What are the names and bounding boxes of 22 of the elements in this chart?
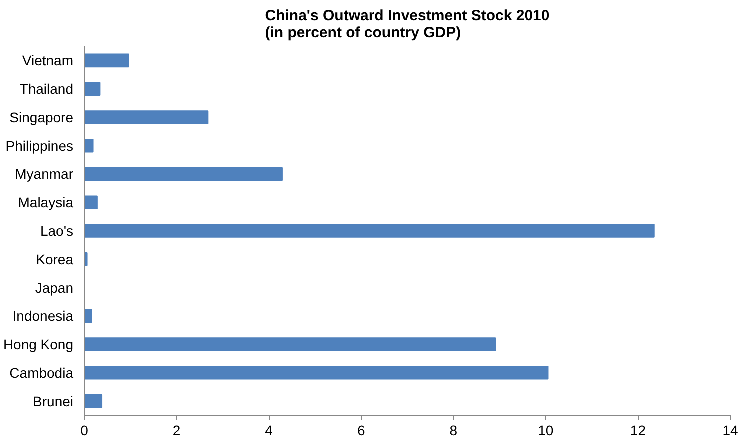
- y-tick-label: Brunei: [33, 393, 74, 410]
- y-tick-label: Singapore: [10, 109, 74, 126]
- y-tick-label: Malaysia: [18, 194, 74, 211]
- y-tick-label: Indonesia: [12, 308, 74, 324]
- y-tick-label: Thailand: [20, 81, 74, 98]
- y-tick-label: Philippines: [6, 138, 74, 154]
- y-tick-label: Vietnam: [22, 52, 74, 69]
- y-tick-label: Japan: [35, 280, 74, 296]
- x-tick-label: 6: [357, 422, 366, 438]
- chart-title: China's Outward Investment Stock 2010 (in percent of country GDP): [265, 8, 550, 42]
- x-tick-label: 4: [265, 422, 274, 438]
- x-tick-label: 2: [172, 422, 181, 438]
- y-tick-label: Myanmar: [15, 166, 74, 182]
- x-tick-label: 8: [450, 422, 458, 438]
- y-tick-label: Cambodia: [10, 364, 74, 381]
- x-tick-label: 0: [80, 422, 89, 438]
- x-tick-label: 10: [538, 422, 554, 438]
- x-tick-label: 14: [722, 422, 738, 438]
- y-tick-label: Lao's: [40, 223, 74, 239]
- y-tick-label: Korea: [36, 251, 74, 268]
- y-tick-label: Hong Kong: [3, 336, 74, 353]
- x-tick-label: 12: [630, 422, 646, 438]
